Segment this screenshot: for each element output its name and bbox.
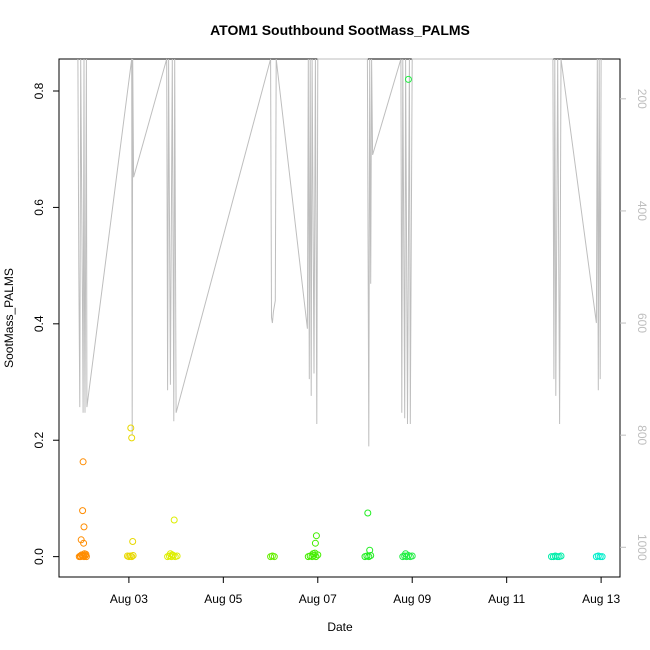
altitude-series-line xyxy=(77,58,602,447)
data-point xyxy=(366,546,374,554)
y2-tick-label: 1000 xyxy=(635,534,649,561)
y-axis-label: SootMass_PALMS xyxy=(2,268,16,368)
plot-frame xyxy=(58,58,621,578)
x-axis-label: Date xyxy=(327,620,353,634)
data-point xyxy=(170,516,178,524)
y-tick-label: 0.6 xyxy=(32,199,46,216)
y2-tick-label: 200 xyxy=(635,89,649,109)
data-point xyxy=(168,551,176,559)
data-point xyxy=(408,552,416,560)
data-point xyxy=(364,509,372,517)
x-tick-label: Aug 11 xyxy=(488,592,525,606)
y-tick-label: 0.0 xyxy=(32,548,46,565)
x-tick-label: Aug 13 xyxy=(582,592,620,606)
chart-title: ATOM1 Southbound SootMass_PALMS xyxy=(210,22,470,38)
x-tick-label: Aug 05 xyxy=(204,592,242,606)
data-point xyxy=(129,552,137,559)
data-point xyxy=(311,549,319,557)
data-point xyxy=(596,553,604,561)
y2-tick-label: 400 xyxy=(635,201,649,221)
data-point xyxy=(128,434,136,442)
x-axis: Aug 03 Aug 05 Aug 07 Aug 09 Aug 11 Aug 13 xyxy=(110,577,620,606)
data-point xyxy=(404,75,412,83)
x-tick-label: Aug 03 xyxy=(110,592,148,606)
y2-tick-label: 600 xyxy=(635,313,649,333)
points-layer xyxy=(75,75,606,561)
x-tick-label: Aug 07 xyxy=(299,592,337,606)
data-point xyxy=(173,552,181,560)
data-point xyxy=(270,553,278,561)
data-point xyxy=(367,552,375,559)
data-point xyxy=(80,523,88,531)
y-axis-right: 200 400 600 800 1000 xyxy=(620,89,649,561)
y-tick-label: 0.2 xyxy=(32,432,46,449)
data-point xyxy=(79,507,87,515)
data-point xyxy=(76,552,84,560)
y-axis: 0.0 0.2 0.4 0.6 0.8 xyxy=(32,82,59,565)
data-point xyxy=(128,553,136,561)
y-tick-label: 0.8 xyxy=(32,82,46,99)
data-point xyxy=(80,539,88,547)
altitude-line xyxy=(77,58,602,447)
y-tick-label: 0.4 xyxy=(32,315,46,332)
data-point xyxy=(311,539,319,547)
data-point xyxy=(129,538,137,545)
data-point xyxy=(557,552,565,560)
x-tick-label: Aug 09 xyxy=(393,592,431,606)
data-point xyxy=(127,424,135,432)
data-point xyxy=(166,550,174,558)
y2-tick-label: 800 xyxy=(635,425,649,445)
data-point xyxy=(402,550,410,558)
data-point xyxy=(312,532,320,540)
data-point xyxy=(553,553,561,561)
data-point xyxy=(598,553,606,561)
data-point xyxy=(79,458,87,466)
